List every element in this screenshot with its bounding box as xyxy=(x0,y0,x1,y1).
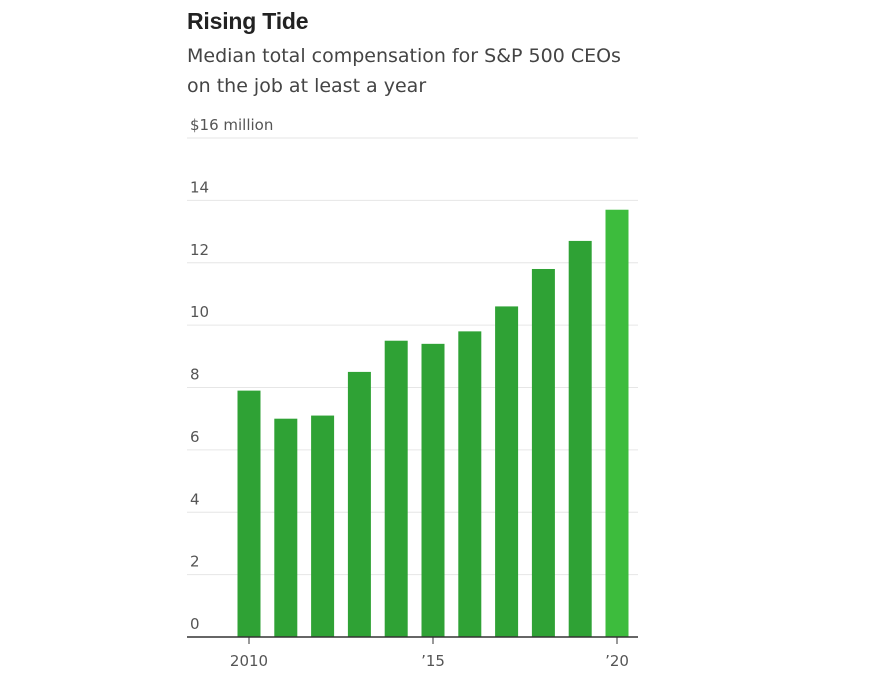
y-tick-label-16: $16 million xyxy=(190,116,273,134)
chart-title: Rising Tide xyxy=(187,8,309,34)
bar-2015 xyxy=(421,343,445,637)
bar-2010 xyxy=(237,390,261,637)
bar-2017 xyxy=(495,306,519,637)
y-tick-label-12: 12 xyxy=(190,241,209,259)
y-tick-label-14: 14 xyxy=(190,178,209,196)
bar-2020 xyxy=(605,209,629,637)
y-tick-label-4: 4 xyxy=(190,490,200,508)
y-tick-label-10: 10 xyxy=(190,303,209,321)
bar-2016 xyxy=(458,331,482,637)
x-tick-label-2020: ’20 xyxy=(605,652,629,670)
bar-2013 xyxy=(347,371,371,637)
y-tick-label-0: 0 xyxy=(190,615,200,633)
chart-subtitle: Median total compensation for S&P 500 CE… xyxy=(187,45,621,97)
bar-2012 xyxy=(311,415,335,637)
y-tick-label-8: 8 xyxy=(190,366,200,384)
y-tick-label-2: 2 xyxy=(190,553,200,571)
bar-2019 xyxy=(568,240,592,637)
bar-2014 xyxy=(384,340,408,637)
x-tick-label-2010: 2010 xyxy=(230,652,268,670)
bar-2018 xyxy=(531,268,555,637)
bar-2011 xyxy=(274,418,298,637)
x-tick-label-2015: ’15 xyxy=(421,652,445,670)
y-tick-label-6: 6 xyxy=(190,428,200,446)
